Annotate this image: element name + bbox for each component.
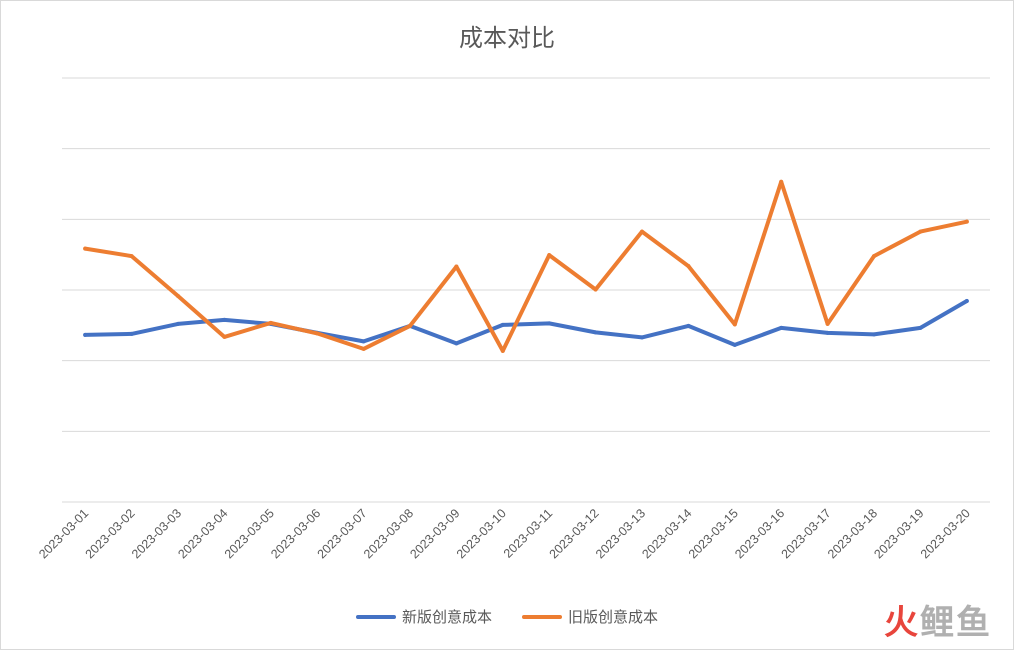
data-point-s0-6 [361,339,366,344]
data-point-s0-14 [732,342,737,347]
data-point-s1-10 [547,253,552,258]
data-point-s1-19 [964,219,969,224]
watermark-logo: 火鲤鱼 [884,595,992,644]
data-point-s0-10 [547,321,552,326]
data-point-s0-0 [83,332,88,337]
data-point-s1-13 [686,264,691,269]
data-point-s0-9 [500,322,505,327]
data-point-s0-19 [964,298,969,303]
data-point-s0-2 [176,321,180,326]
legend-swatch-new [355,614,396,619]
legend: 新版创意成本 旧版创意成本 [0,606,1014,627]
legend-swatch-old [522,614,562,619]
legend-item-old: 旧版创意成本 [522,606,658,627]
data-point-s1-16 [825,321,830,326]
data-point-s1-15 [779,179,784,184]
data-point-s1-5 [315,331,320,336]
data-point-s1-3 [222,334,227,339]
data-point-s0-13 [686,323,691,328]
series-line-0 [83,299,969,347]
data-point-s1-9 [500,348,505,353]
legend-label-new: 新版创意成本 [401,608,492,626]
legend-label-old: 旧版创意成本 [568,608,659,626]
data-point-s0-18 [918,325,923,330]
data-point-s1-17 [872,254,876,259]
data-point-s0-15 [779,325,784,330]
data-point-s1-8 [454,264,459,269]
data-point-s0-16 [825,330,830,335]
data-point-s1-14 [732,322,737,327]
series-line-1 [83,179,969,353]
data-point-s1-6 [361,346,366,351]
data-point-s0-3 [222,317,227,322]
data-point-s1-18 [918,229,923,234]
data-point-s1-1 [129,254,134,259]
watermark-text: 火鲤鱼 [884,603,992,643]
legend-item-new: 新版创意成本 [355,606,492,627]
data-point-s0-1 [129,331,134,336]
data-point-s1-4 [268,320,273,325]
data-point-s1-0 [83,246,88,251]
data-point-s0-17 [872,332,876,337]
data-point-s0-11 [593,330,598,335]
data-point-s0-12 [640,335,644,340]
data-point-s1-7 [408,323,412,328]
x-tick-label: 2023-03-10 [454,506,509,561]
data-point-s0-8 [454,341,459,346]
x-tick-label: 2023-03-20 [918,506,973,561]
data-point-s1-2 [176,293,180,298]
data-point-s1-12 [640,229,644,234]
data-point-s1-11 [593,287,598,292]
chart-title: 成本对比 [459,24,555,52]
